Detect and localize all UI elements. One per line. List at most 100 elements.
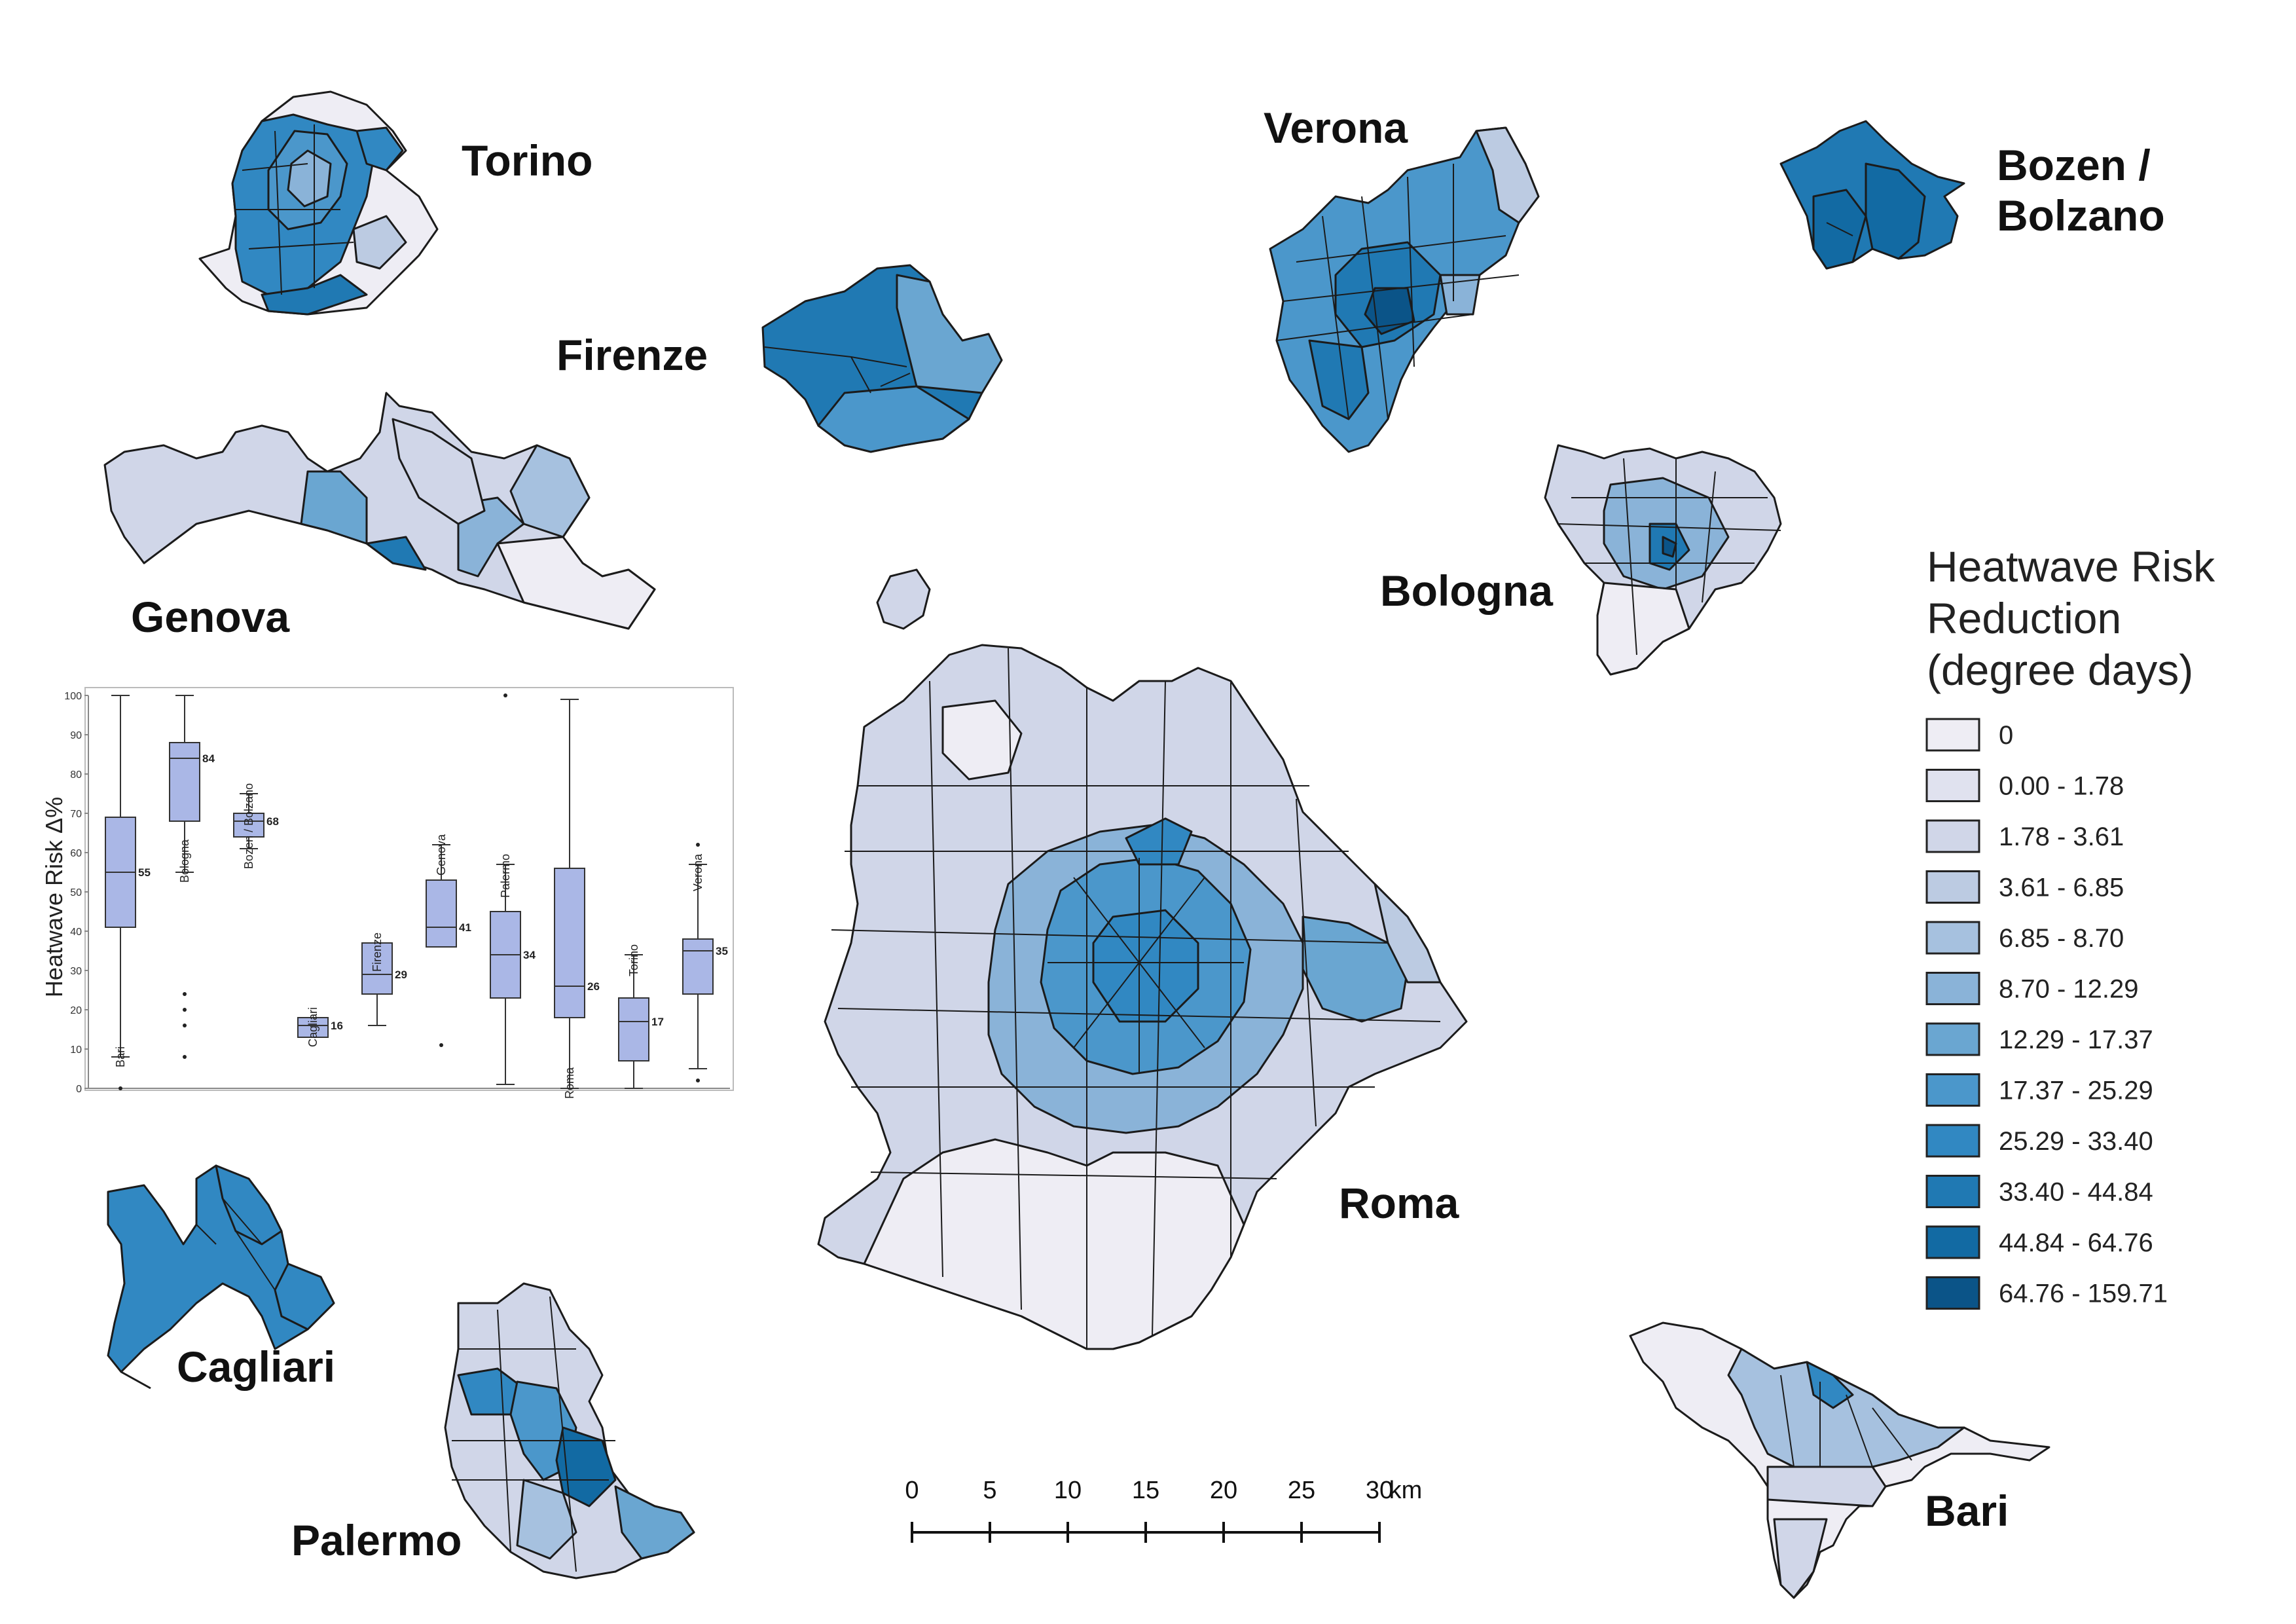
boxplot-box	[618, 997, 649, 1061]
boxplot-category-label: Genova	[435, 834, 448, 876]
boxplot-box	[233, 813, 264, 838]
legend-swatch	[1925, 1022, 1980, 1056]
legend-item-label: 44.84 - 64.76	[1999, 1228, 2153, 1257]
boxplot-item: 34 Palermo	[490, 693, 536, 1085]
legend-swatch	[1925, 1276, 1980, 1310]
legend-item-label: 1.78 - 3.61	[1999, 822, 2124, 851]
map-roma	[817, 568, 1468, 1350]
boxplot-median-label: 41	[459, 921, 471, 934]
boxplot-item: 17 Torino	[618, 944, 664, 1089]
boxplot-category-label: Bozen / Bolzano	[242, 783, 255, 869]
boxplot-median-label: 68	[266, 815, 279, 828]
boxplot-median-label: 34	[523, 949, 536, 961]
boxplot-category-label: Bari	[114, 1046, 127, 1067]
map-palermo	[444, 1282, 695, 1579]
city-label-bolzano-line1: Bozen /	[1997, 141, 2151, 189]
boxplot-item: 41 Genova	[426, 834, 471, 1047]
map-verona	[1269, 126, 1540, 453]
boxplot-inset: Heatwave Risk Δ% 0102030405060708090100 …	[41, 687, 734, 1099]
legend-item-label: 12.29 - 17.37	[1999, 1025, 2153, 1054]
legend-swatch	[1925, 1124, 1980, 1158]
legend-item-label: 0	[1999, 721, 2013, 750]
map-bari	[1629, 1321, 2050, 1599]
legend-swatch	[1925, 769, 1980, 802]
city-label-bari: Bari	[1925, 1486, 2009, 1535]
legend-title-line3: (degree days)	[1927, 646, 2193, 694]
boxplot-item: 26 Roma	[554, 699, 600, 1099]
legend-swatch	[1925, 1225, 1980, 1259]
legend-swatch	[1925, 1073, 1980, 1107]
boxplot-box	[426, 879, 457, 948]
boxplot-category-label: Palermo	[499, 854, 512, 898]
boxplot-item: 35 Verona	[682, 843, 728, 1082]
boxplot-y-tick-label: 70	[70, 809, 82, 820]
boxplot-y-tick-label: 90	[70, 730, 82, 741]
boxplot-outlier	[183, 1008, 187, 1012]
legend-item-label: 3.61 - 6.85	[1999, 874, 2124, 902]
scale-bar-tick-label: 0	[905, 1477, 919, 1504]
map-bologna	[1544, 444, 1782, 676]
boxplot-y-tick-label: 40	[70, 927, 82, 938]
boxplot-category-label: Firenze	[371, 932, 384, 972]
boxplot-y-tick-label: 50	[70, 887, 82, 898]
boxplot-y-axis: 0 10 20 30 40 50 60 70 80 90 100	[64, 691, 730, 1095]
boxplot-outlier	[696, 1079, 700, 1082]
map-firenze	[761, 264, 1003, 453]
map-torino	[198, 90, 439, 316]
boxplot-box	[682, 938, 714, 995]
scale-bar-tick-label: 30	[1366, 1477, 1393, 1504]
boxplot-y-tick-label: 0	[76, 1084, 82, 1095]
legend-item-label: 33.40 - 44.84	[1999, 1178, 2153, 1207]
boxplot-median-label: 17	[651, 1016, 664, 1028]
city-label-bolzano-line2: Bolzano	[1997, 191, 2165, 240]
legend-swatch	[1925, 819, 1980, 853]
boxplot-category-label: Cagliari	[306, 1007, 319, 1047]
scale-bar-tick-label: 25	[1288, 1477, 1315, 1504]
boxplot-y-tick-label: 100	[64, 691, 82, 702]
boxplot-item: 84 Bologna	[169, 695, 215, 1059]
boxplot-outlier	[183, 1055, 187, 1059]
legend-item-label: 17.37 - 25.29	[1999, 1077, 2153, 1105]
legend-swatch	[1925, 718, 1980, 752]
city-label-roma: Roma	[1339, 1179, 1460, 1227]
boxplot-item: 16 Cagliari	[297, 1007, 343, 1047]
boxplot-outlier	[503, 693, 507, 697]
city-label-torino: Torino	[462, 136, 592, 185]
legend-item-label: 25.29 - 33.40	[1999, 1127, 2153, 1156]
boxplot-median-label: 16	[331, 1020, 343, 1032]
boxplot-category-label: Bologna	[178, 839, 191, 883]
boxplot-box	[297, 1017, 329, 1038]
legend-swatch	[1925, 921, 1980, 955]
boxplot-box	[554, 868, 585, 1018]
boxplot-median-label: 26	[587, 980, 600, 993]
legend-swatch	[1925, 870, 1980, 904]
boxplot-y-tick-label: 30	[70, 966, 82, 977]
boxplot-median-label: 55	[138, 866, 151, 879]
map-bolzano	[1779, 120, 1965, 270]
city-label-verona: Verona	[1264, 103, 1408, 152]
boxplot-y-tick-label: 80	[70, 769, 82, 781]
legend: Heatwave Risk Reduction (degree days) 00…	[1925, 542, 2215, 1310]
boxplot-outlier	[183, 1024, 187, 1027]
boxplot-item: 55 Bari	[105, 695, 151, 1090]
legend-item-label: 64.76 - 159.71	[1999, 1280, 2168, 1308]
boxplot-y-tick-label: 20	[70, 1005, 82, 1016]
scale-bar-tick-label: 5	[983, 1477, 996, 1504]
legend-item-label: 8.70 - 12.29	[1999, 975, 2139, 1004]
boxplot-median-label: 29	[395, 969, 407, 981]
boxplot-outlier	[183, 992, 187, 996]
boxplot-outlier	[118, 1086, 122, 1090]
city-label-genova: Genova	[131, 593, 290, 641]
legend-swatch	[1925, 972, 1980, 1005]
legend-swatch	[1925, 1175, 1980, 1208]
legend-item-label: 0.00 - 1.78	[1999, 772, 2124, 801]
scale-bar-tick-label: 20	[1210, 1477, 1237, 1504]
legend-title-line2: Reduction	[1927, 594, 2121, 642]
boxplot-outlier	[439, 1043, 443, 1047]
boxplot-median-label: 35	[716, 945, 728, 957]
boxplot-outlier	[696, 843, 700, 847]
map-genova	[103, 392, 656, 630]
scale-bar-tick-label: 15	[1132, 1477, 1159, 1504]
